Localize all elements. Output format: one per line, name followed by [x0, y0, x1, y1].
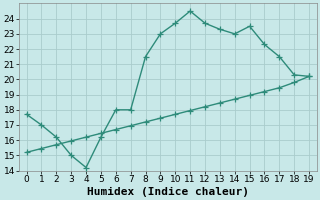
X-axis label: Humidex (Indice chaleur): Humidex (Indice chaleur) — [87, 186, 249, 197]
